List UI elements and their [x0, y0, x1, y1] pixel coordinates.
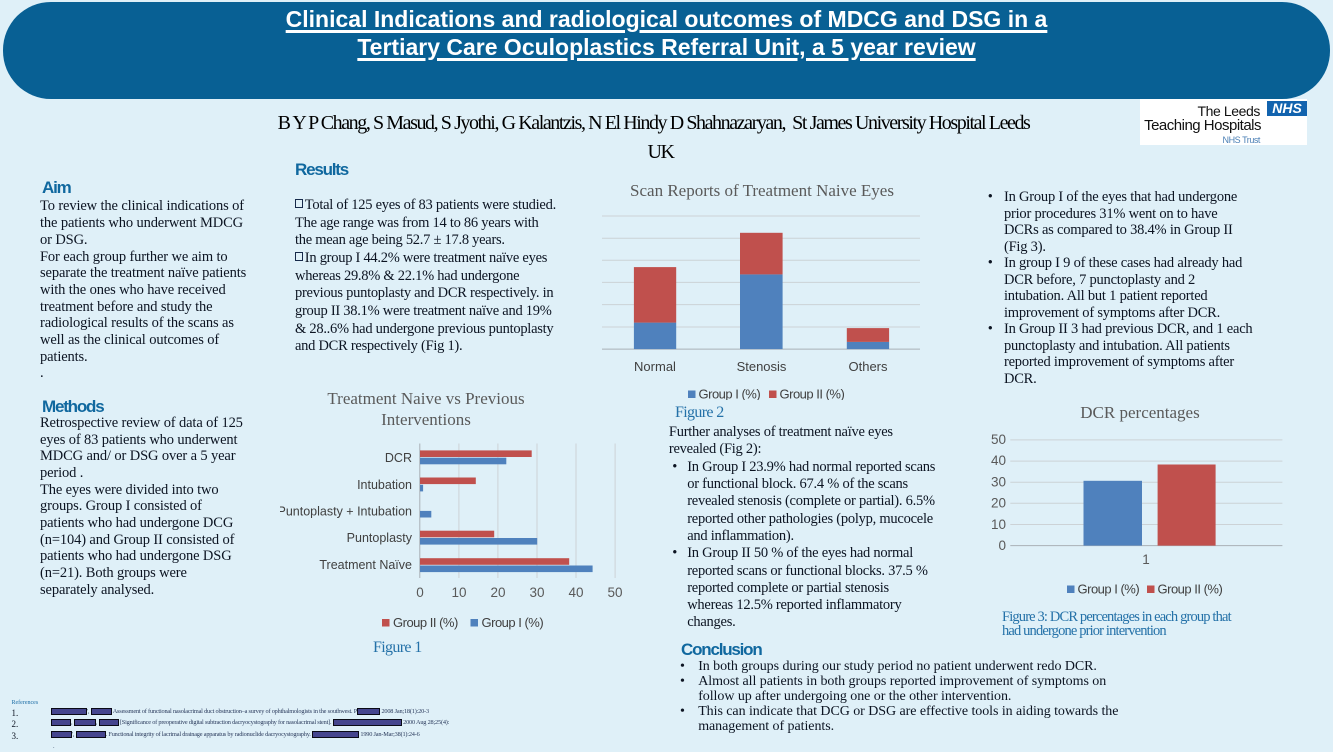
svg-text:40: 40: [568, 585, 583, 600]
svg-text:Treatment Naive vs Previous: Treatment Naive vs Previous: [327, 389, 524, 408]
svg-text:50: 50: [991, 432, 1006, 447]
svg-text:Group I (%): Group I (%): [699, 387, 761, 401]
svg-text:30: 30: [529, 585, 544, 600]
svg-text:0: 0: [998, 538, 1006, 553]
svg-text:10: 10: [991, 517, 1006, 532]
svg-text:Normal: Normal: [634, 359, 676, 374]
svg-text:Group I (%): Group I (%): [1078, 582, 1140, 597]
svg-text:Group II (%): Group II (%): [1158, 582, 1223, 597]
svg-text:1: 1: [1142, 552, 1150, 567]
svg-text:Puntoplasty: Puntoplasty: [347, 531, 413, 545]
svg-text:Group II (%): Group II (%): [393, 615, 458, 630]
svg-text:Treatment Naïve: Treatment Naïve: [319, 558, 412, 572]
svg-text:20: 20: [490, 585, 505, 600]
svg-text:40: 40: [991, 453, 1006, 468]
svg-text:DCR percentages: DCR percentages: [1080, 403, 1199, 422]
svg-text:10: 10: [451, 585, 466, 600]
svg-text:Scan Reports of Treatment Naiv: Scan Reports of Treatment Naive Eyes: [630, 181, 894, 200]
svg-text:Others: Others: [848, 359, 888, 374]
svg-text:50: 50: [607, 585, 622, 600]
svg-text:Figure 1: Figure 1: [373, 639, 422, 656]
svg-text:Intubation: Intubation: [357, 478, 412, 492]
svg-text:Group II (%): Group II (%): [780, 387, 845, 401]
svg-text:20: 20: [991, 496, 1006, 511]
svg-text:Interventions: Interventions: [381, 410, 471, 429]
svg-text:Group I (%): Group I (%): [482, 615, 544, 630]
svg-text:0: 0: [416, 585, 424, 600]
svg-text:30: 30: [991, 475, 1006, 490]
svg-text:DCR: DCR: [385, 451, 412, 465]
svg-text:Puntoplasty + Intubation: Puntoplasty + Intubation: [280, 505, 412, 519]
svg-text:Stenosis: Stenosis: [737, 359, 787, 374]
